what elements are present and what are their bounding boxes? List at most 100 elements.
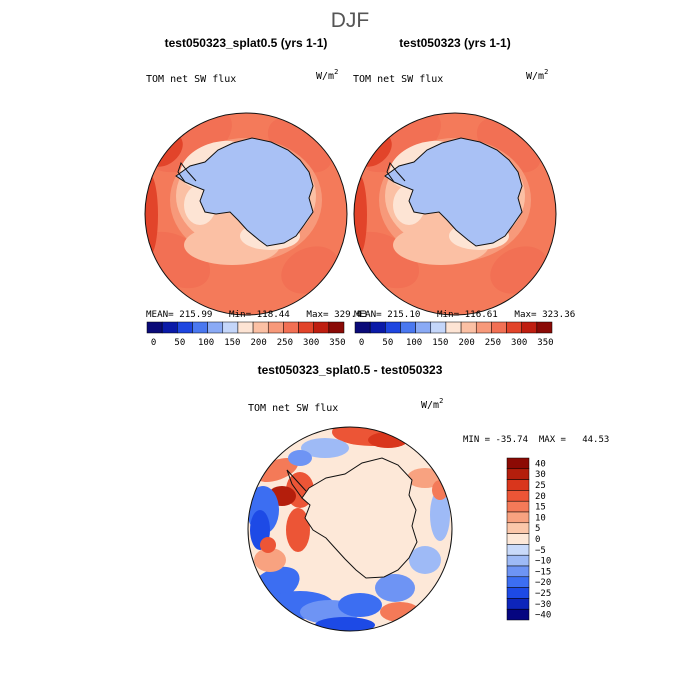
colorbar-tick-label: 300 [303, 338, 319, 348]
colorbar-swatch [506, 490, 530, 502]
panel-control-units-exp: 2 [544, 68, 548, 76]
colorbar-swatch [506, 565, 530, 578]
colorbar-swatch [506, 479, 530, 491]
colorbar-tick-label: 0 [535, 535, 540, 545]
panel-difference: test050323_splat0.5 - test050323 TOM net… [247, 363, 609, 632]
colorbar-swatch [506, 457, 530, 470]
map-difference-outline [247, 426, 453, 632]
panel-control-units: W/m2 [526, 68, 548, 82]
colorbar-tick-label: 250 [485, 338, 501, 348]
colorbar-swatch [430, 321, 447, 334]
map-model-outline [144, 112, 348, 316]
colorbar-swatch [506, 468, 530, 480]
colorbar-tick-label: 100 [198, 338, 214, 348]
colorbar-tick-label: −10 [535, 557, 551, 567]
colorbar-tick-label: 10 [535, 513, 546, 523]
panel-model-title: test050323_splat0.5 (yrs 1-1) [165, 36, 328, 50]
flux-anomaly-patch [380, 602, 420, 622]
colorbar-swatch [506, 500, 530, 513]
panel-model-units-exp: 2 [334, 68, 338, 76]
colorbar-swatch [460, 321, 477, 334]
flux-anomaly-patch [409, 546, 441, 574]
colorbar-tick-label: 30 [535, 470, 546, 480]
colorbar-tick-label: 40 [535, 459, 546, 469]
colorbar-swatch [475, 321, 492, 334]
colorbar-swatch [506, 544, 530, 556]
colorbar-swatch [445, 321, 462, 334]
map-model-antarctica [175, 137, 314, 247]
colorbar-control: 0 50 100 150 200 250 300 350 [354, 321, 554, 348]
colorbar-swatch [192, 321, 208, 334]
flux-anomaly-patch [288, 450, 312, 466]
colorbar-swatch [491, 321, 507, 334]
colorbar-tick-label: 100 [406, 338, 422, 348]
colorbar-tick-label: 0 [151, 338, 156, 348]
panel-difference-stats: MIN = -35.74 MAX = 44.53 [463, 435, 609, 445]
colorbar-swatch [146, 321, 163, 334]
colorbar-swatch [400, 321, 416, 334]
colorbar-tick-label: 150 [432, 338, 448, 348]
panel-difference-title: test050323_splat0.5 - test050323 [258, 363, 443, 377]
colorbar-swatch [298, 321, 314, 334]
panel-control-stats: MEAN= 215.10 Min= 116.61 Max= 323.36 [354, 309, 575, 320]
flux-anomaly-patch [407, 468, 443, 488]
colorbar-tick-label: 350 [329, 338, 345, 348]
colorbar-tick-label: −15 [535, 567, 551, 577]
colorbar-swatch [506, 321, 522, 334]
panel-control-title: test050323 (yrs 1-1) [399, 36, 510, 50]
map-model-peninsula [177, 161, 197, 183]
flux-anomaly-patch [254, 548, 286, 572]
panel-difference-units-exp: 2 [439, 397, 443, 405]
colorbar-swatch [536, 321, 553, 334]
colorbar-tick-label: 5 [535, 524, 540, 534]
panel-model-variable: TOM net SW flux [146, 74, 236, 85]
colorbar-swatch [161, 321, 178, 334]
colorbar-tick-label: −20 [535, 578, 551, 588]
colorbar-model: 0 50 100 150 200 250 300 350 [146, 321, 346, 348]
flux-patch [354, 175, 367, 255]
colorbar-swatch [267, 321, 284, 334]
map-difference-antarctica [301, 457, 418, 579]
flux-patch [145, 175, 158, 255]
colorbar-swatch [177, 321, 193, 334]
flux-anomaly-patch [301, 438, 349, 458]
flux-anomaly-patch [432, 480, 448, 500]
colorbar-tick-label: 200 [459, 338, 475, 348]
colorbar-swatch [506, 522, 530, 534]
panel-difference-variable: TOM net SW flux [248, 403, 338, 414]
colorbar-tick-label: −5 [535, 546, 546, 556]
colorbar-swatch [506, 533, 530, 545]
colorbar-tick-label: 250 [277, 338, 293, 348]
map-control-outline [353, 112, 557, 316]
colorbar-swatch [252, 321, 269, 334]
flux-anomaly-patch [260, 537, 276, 553]
map-difference [248, 427, 452, 631]
colorbar-tick-label: 25 [535, 481, 546, 491]
figure-title: DJF [331, 9, 370, 32]
map-difference-peninsula [286, 469, 307, 499]
colorbar-swatch [506, 511, 530, 524]
colorbar-swatch [506, 554, 530, 567]
flux-anomaly-patch [430, 489, 450, 541]
colorbar-swatch [207, 321, 224, 334]
colorbar-tick-label: 200 [251, 338, 267, 348]
colorbar-tick-label: 15 [535, 503, 546, 513]
colorbar-swatch [385, 321, 401, 334]
flux-anomaly-patch [286, 508, 310, 552]
colorbar-tick-label: 350 [537, 338, 553, 348]
panel-difference-units-base: W/m [421, 400, 439, 411]
panel-control-variable: TOM net SW flux [353, 74, 443, 85]
colorbar-swatch [354, 321, 371, 334]
panel-model: test050323_splat0.5 (yrs 1-1) TOM net SW… [144, 36, 367, 348]
colorbar-swatch [415, 321, 432, 334]
colorbar-swatch [506, 598, 530, 610]
colorbar-tick-label: 50 [174, 338, 185, 348]
colorbar-tick-label: −25 [535, 589, 551, 599]
panel-control-units-base: W/m [526, 71, 544, 82]
colorbar-swatch [506, 608, 530, 621]
panel-control: test050323 (yrs 1-1) TOM net SW flux W/m… [353, 36, 575, 348]
map-control-antarctica [384, 137, 523, 247]
colorbar-tick-label: 20 [535, 492, 546, 502]
